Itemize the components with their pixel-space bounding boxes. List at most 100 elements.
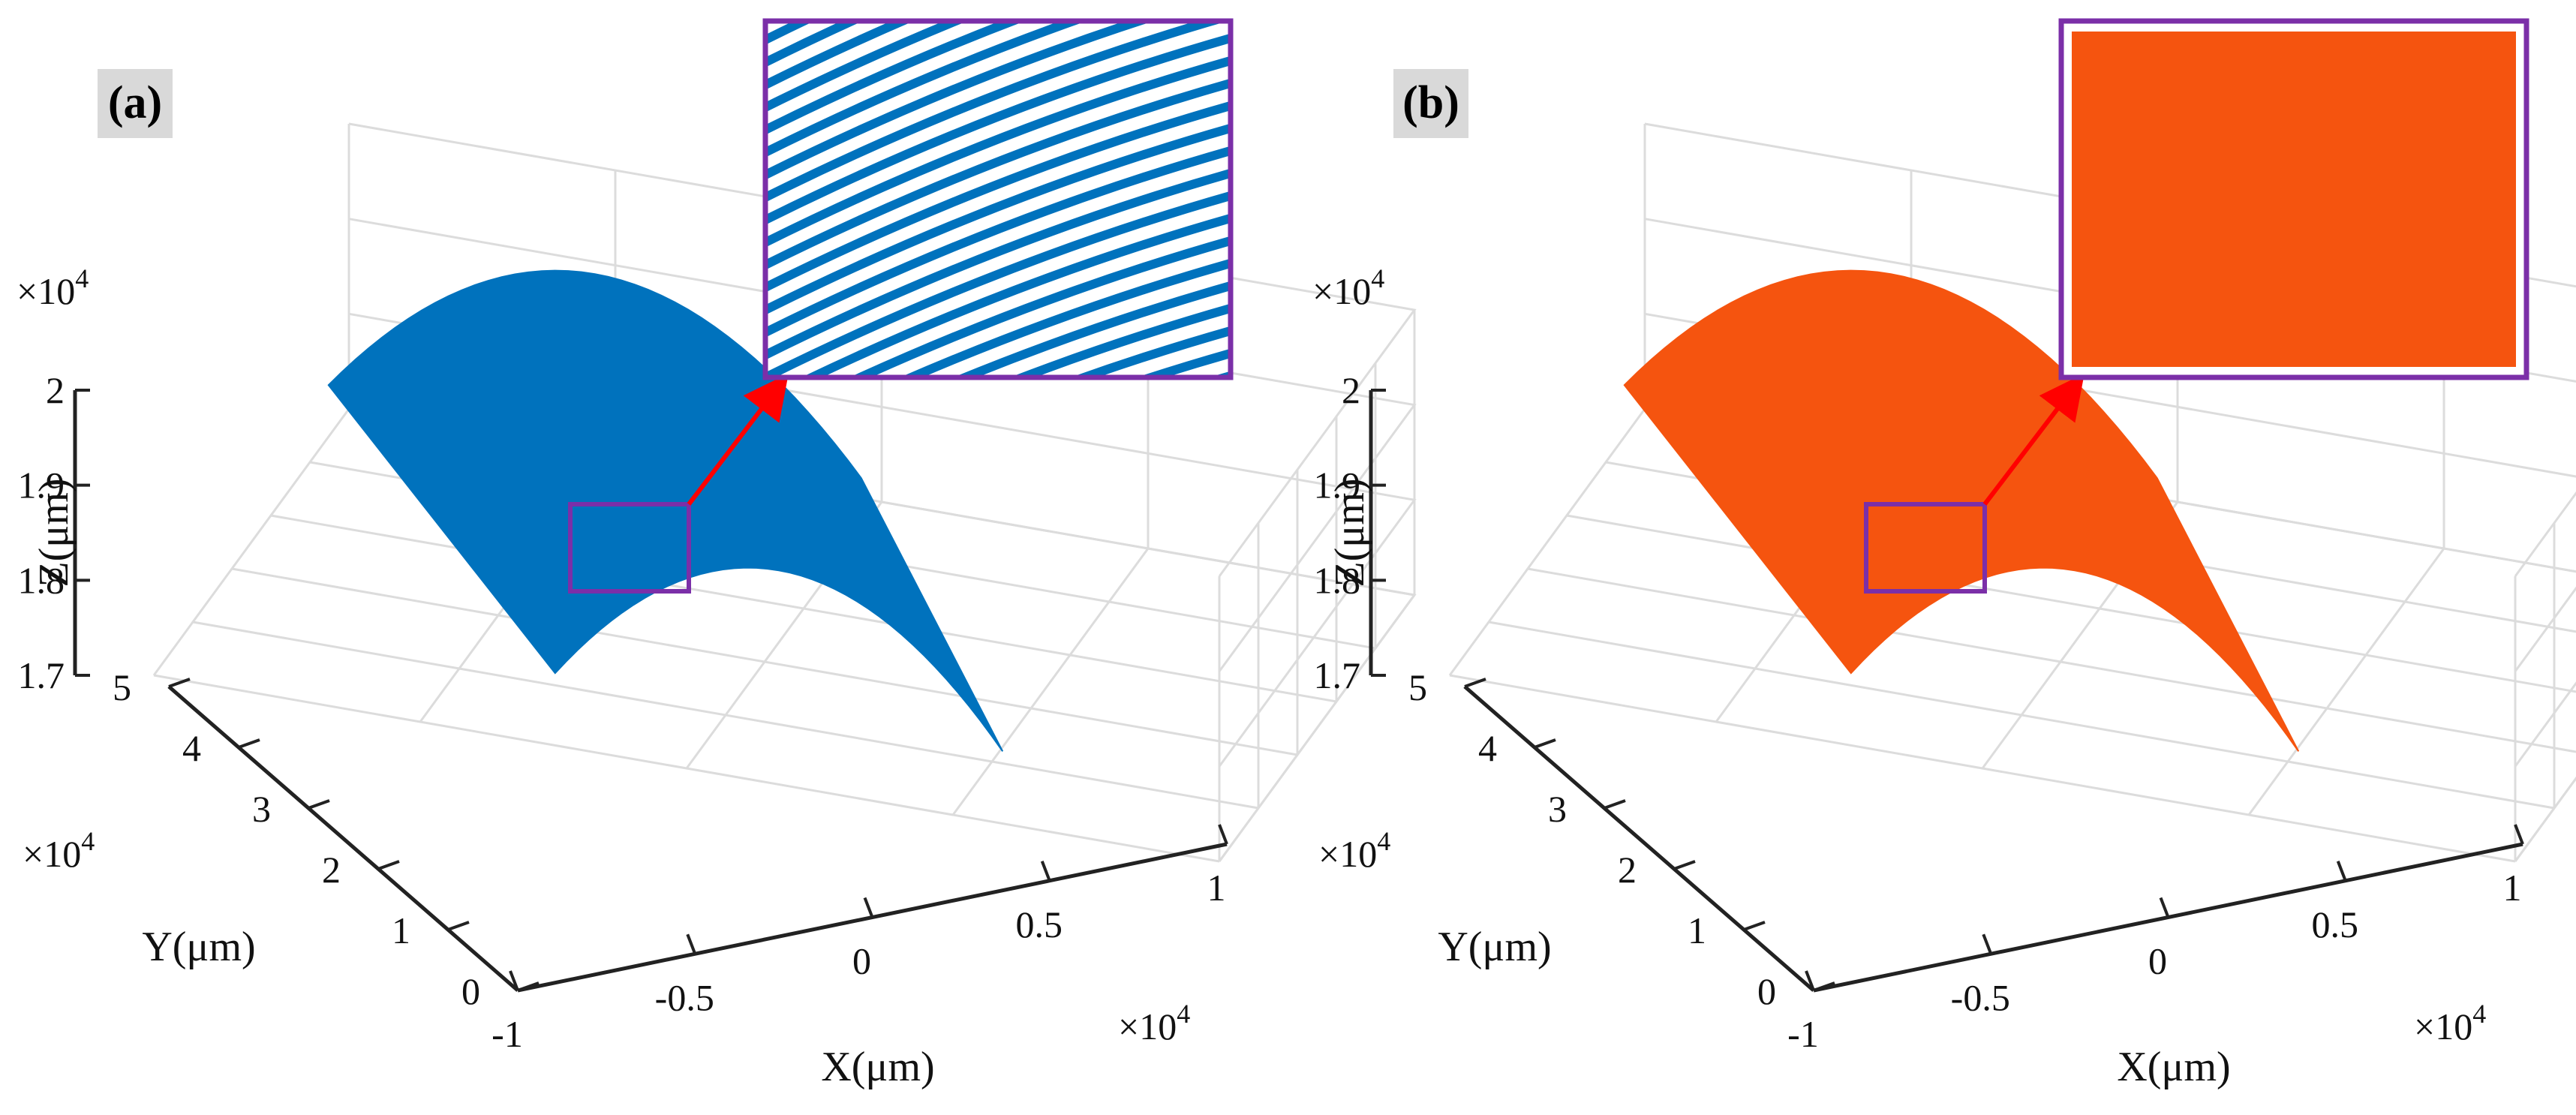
inset-border [762, 18, 1234, 380]
y-tick [1604, 799, 1626, 810]
y-tick-label: 2 [1618, 849, 1637, 891]
z-tick-label: 1.8 [18, 559, 65, 601]
grid-line [348, 218, 1417, 672]
x-tick-label: 0.5 [1016, 903, 1063, 945]
z-tick-label: 1.9 [1314, 464, 1361, 506]
inset-border [2058, 18, 2529, 380]
inset-stripe [765, 21, 1026, 135]
x-tick [1805, 970, 1815, 991]
grid-line [231, 567, 1298, 756]
x-tick [2514, 824, 2524, 845]
surface [327, 269, 1004, 752]
grid-line [270, 514, 1337, 703]
y-tick [447, 921, 470, 931]
inset-stripe [765, 191, 1231, 377]
inset-stripe [765, 21, 914, 90]
y-tick-label: 0 [461, 970, 480, 1012]
panel-b: (b) 1.7 1.8 1.9 2 0 1 2 3 4 5 -1 -0.5 0 0.5 1 Z(μm) Y(μm… [1312, 18, 2576, 1090]
inset-stripe [758, 599, 1238, 786]
inset-stripe [765, 21, 968, 113]
y-tick-label: 4 [182, 727, 201, 769]
panel-label-bg [98, 69, 173, 138]
inset-stripe [1009, 303, 1231, 377]
zoom-inset [2058, 18, 2529, 380]
y-tick-label: 3 [1548, 788, 1567, 830]
inset-stripe [765, 21, 1228, 203]
grid-line [951, 548, 1150, 816]
y-tick-label: 5 [113, 666, 131, 708]
zoom-region [568, 502, 691, 594]
x-tick [509, 970, 519, 991]
zoom-region [1864, 502, 1987, 594]
x-tick-label: 0 [2148, 940, 2167, 982]
panel-label: (a) [108, 77, 162, 128]
plot-area: 1.7 1.8 1.9 2 0 1 2 3 4 5 -1 -0.5 0 0.5 1 Z(μm) Y(μm) X(μ… [17, 18, 1417, 1090]
inset-stripe [765, 56, 1231, 248]
grid-line [1448, 408, 1646, 676]
x-tick [863, 897, 874, 918]
panel-label: (b) [1402, 77, 1459, 128]
x-tick [1218, 824, 1228, 845]
inset-stripe [953, 281, 1231, 377]
grid-line [1644, 122, 2576, 577]
grid-line [348, 122, 1417, 577]
inset-stripe [758, 666, 1238, 854]
plot-area: 1.7 1.8 1.9 2 0 1 2 3 4 5 -1 -0.5 0 0.5 1 Z(μm) Y(μm) X(μ… [1312, 18, 2576, 1090]
z-axis-label: Z(μm) [1327, 478, 1373, 587]
x-tick [2159, 897, 2170, 918]
y-axis-line [1463, 685, 1815, 992]
z-tick-label: 2 [46, 369, 65, 411]
inset-stripe [758, 756, 1238, 944]
z-tick-label: 2 [1342, 369, 1360, 411]
x-tick [1982, 933, 1993, 954]
inset-stripe [1136, 348, 1231, 377]
x-axis-label: X(μm) [821, 1044, 934, 1090]
inset-stripe [849, 236, 1231, 377]
y-tick [1743, 921, 1766, 931]
inset-stripe [765, 21, 1154, 180]
x-tick-label: -1 [1787, 1013, 1819, 1055]
inset-stripe [765, 21, 768, 23]
y-tick [238, 738, 260, 749]
z-exponent-label: ×104 [1312, 263, 1384, 312]
grid-line [1566, 514, 2576, 693]
grid-line [152, 408, 350, 676]
inset-stripe [765, 146, 1231, 338]
x-tick-label: -0.5 [1951, 976, 2010, 1018]
y-tick-label: 0 [1757, 970, 1776, 1012]
y-tick-label: 1 [392, 909, 410, 951]
y-tick [1534, 738, 1556, 749]
y-axis-line [167, 685, 519, 992]
z-exponent-label: ×104 [17, 263, 89, 312]
y-tick [308, 799, 330, 810]
zoom-inset [758, 18, 1238, 944]
inset-stripe [765, 101, 1231, 293]
y-tick-label: 2 [322, 849, 341, 891]
zoom-arrow [687, 373, 789, 506]
zoom-arrow [1982, 373, 2085, 506]
y-tick [1673, 860, 1696, 870]
grid-line [1488, 621, 2555, 810]
inset-stripe [1070, 326, 1231, 377]
x-tick-label: 1 [1207, 867, 1226, 909]
x-tick-label: -0.5 [655, 976, 714, 1018]
inset-stripe [758, 621, 1238, 809]
y-tick [168, 678, 191, 688]
inset-stripe [758, 576, 1238, 764]
inset-stripe [765, 168, 1231, 360]
x-exponent-label: ×104 [1118, 999, 1190, 1047]
grid-line [1644, 218, 2576, 672]
z-axis-label: Z(μm) [31, 478, 77, 587]
y-exponent-label: ×104 [23, 826, 95, 875]
grid-line [1449, 674, 2516, 863]
inset-stripe [758, 711, 1238, 899]
grid-line [1527, 567, 2576, 753]
y-axis-label: Y(μm) [1438, 924, 1551, 970]
surface [1623, 269, 2300, 752]
x-tick [1040, 861, 1051, 882]
x-tick [686, 933, 697, 954]
panel-a: (a) 1.7 1.8 1.9 2 0 1 2 3 4 5 -1 -0.5 0 0.5 1 Z(μm) Y(μm… [17, 18, 1417, 1090]
y-tick [377, 860, 400, 870]
inset-stripe [900, 258, 1231, 377]
